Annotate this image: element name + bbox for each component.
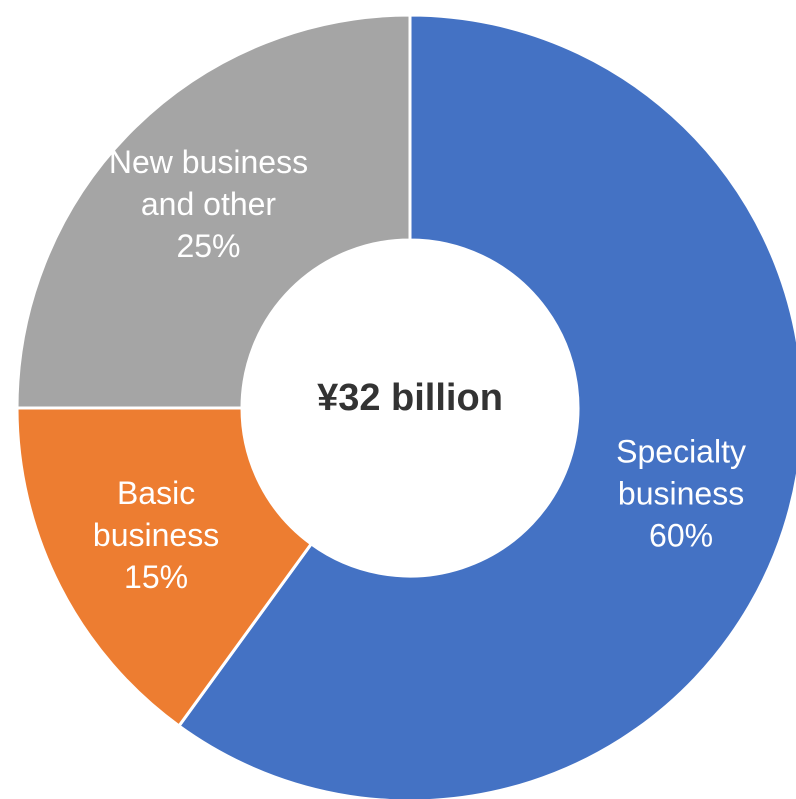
slice-label-new-business-and-other: New business and other 25% bbox=[109, 144, 308, 264]
slice-label-specialty-business: Specialty business 60% bbox=[616, 434, 746, 554]
slice-name-line: business bbox=[618, 476, 744, 512]
slice-new-business-and-other bbox=[15, 13, 412, 410]
slice-name-line: and other bbox=[141, 186, 277, 222]
slice-label-basic-business: Basic business 15% bbox=[93, 475, 219, 595]
slice-name-line: New business bbox=[109, 144, 308, 180]
slice-value-label: 60% bbox=[649, 518, 713, 554]
slice-name-line: business bbox=[93, 517, 219, 553]
donut-slices bbox=[15, 13, 796, 799]
slice-specialty-business bbox=[176, 13, 796, 799]
slice-basic-business bbox=[15, 406, 314, 729]
slice-name-line: Specialty bbox=[616, 434, 746, 470]
slice-name-line: Basic bbox=[117, 475, 195, 511]
slice-labels: Specialty business 60% Basic business 15% New … bbox=[93, 144, 746, 595]
center-total-label: ¥32 billion bbox=[317, 377, 503, 419]
slice-value-label: 15% bbox=[124, 559, 188, 595]
slice-value-label: 25% bbox=[176, 228, 240, 264]
